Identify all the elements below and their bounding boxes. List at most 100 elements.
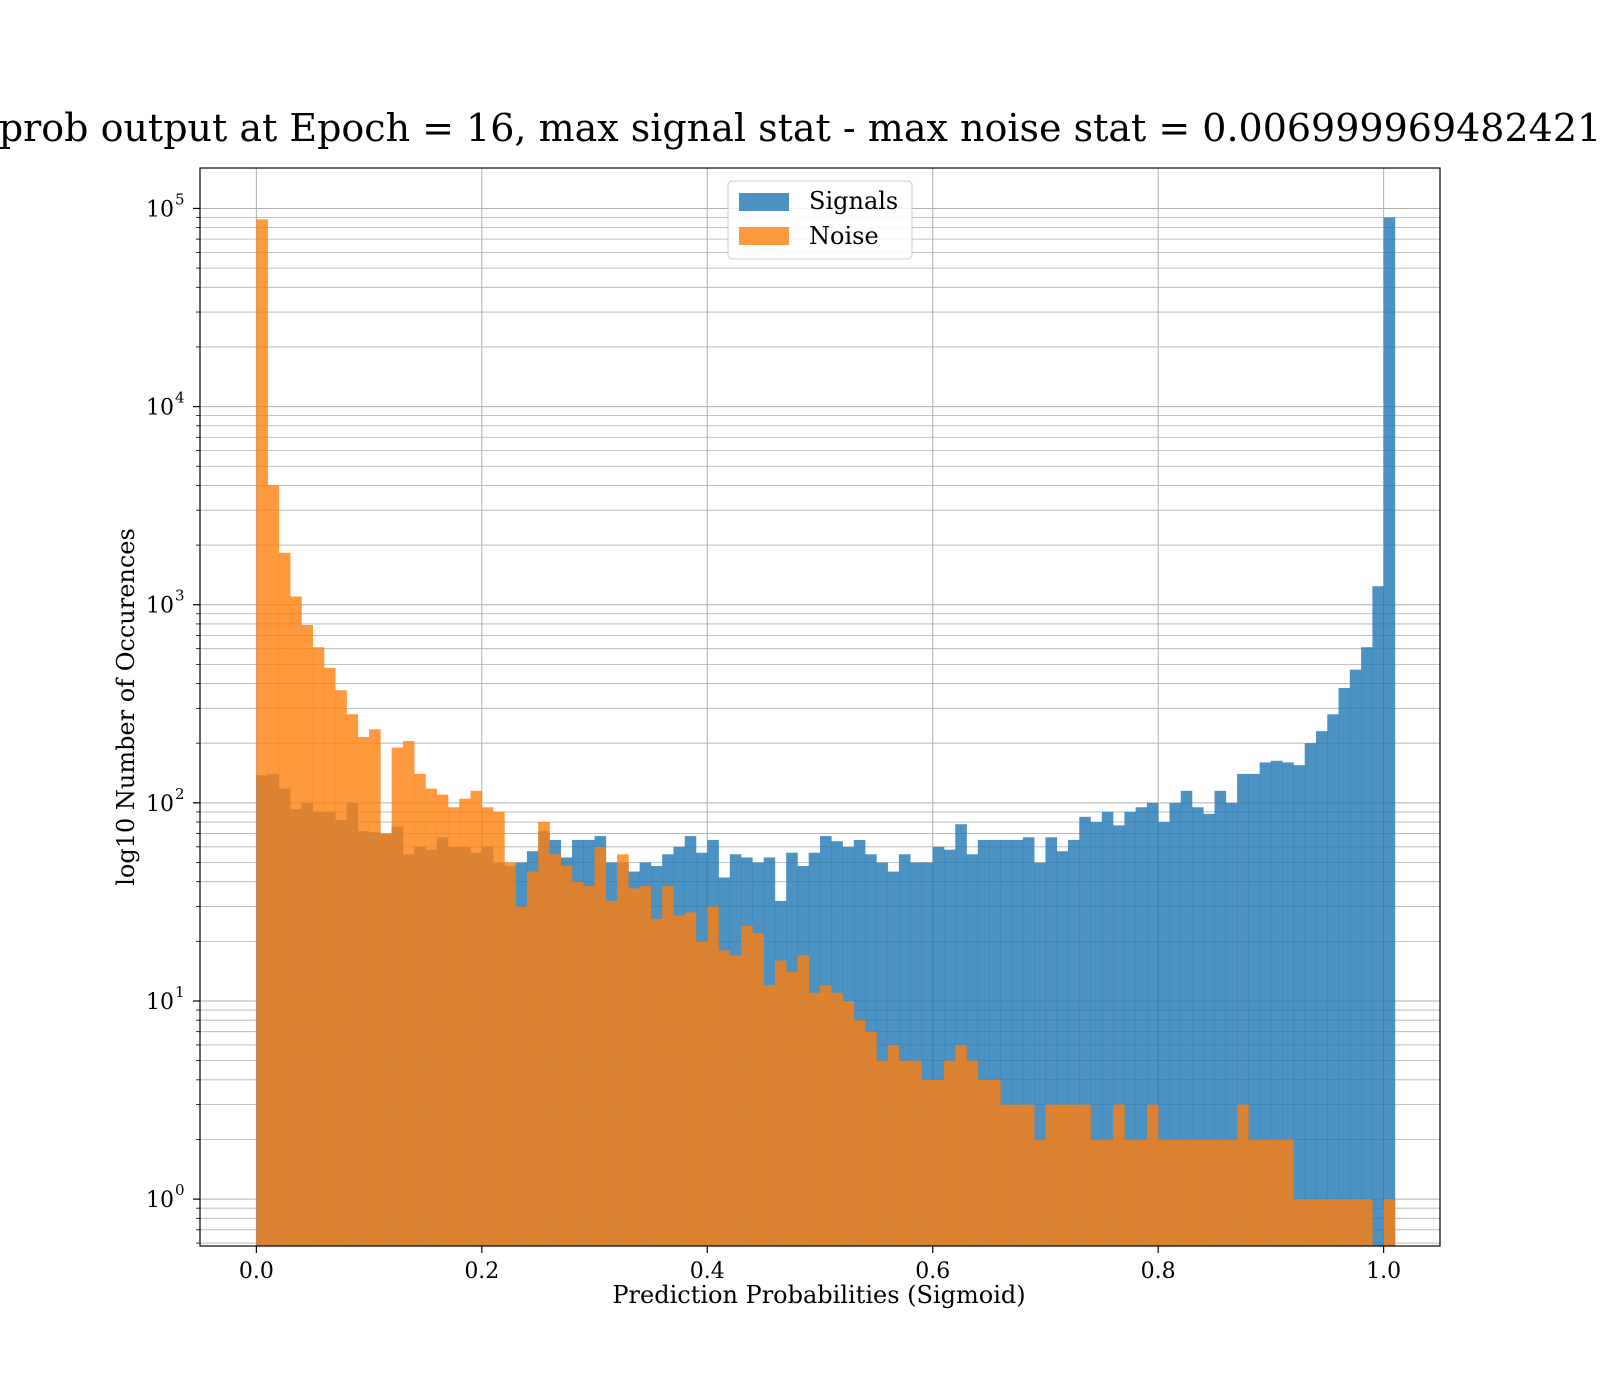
signals-bar <box>1214 790 1227 1246</box>
signals-bar <box>1056 851 1069 1246</box>
noise-bar <box>572 881 584 1246</box>
signals-bar <box>1079 816 1091 1246</box>
y-tick-label-exponent: 5 <box>175 190 185 208</box>
noise-bar <box>1022 1104 1035 1246</box>
noise-bar <box>369 729 381 1246</box>
noise-bar <box>436 794 449 1246</box>
x-axis-label: Prediction Probabilities (Sigmoid) <box>612 1281 1025 1309</box>
noise-bar <box>538 822 550 1246</box>
noise-bar <box>1349 1199 1362 1246</box>
x-tick-label: 1.0 <box>1366 1259 1401 1284</box>
noise-bar <box>797 955 810 1246</box>
noise-bar <box>1158 1139 1170 1246</box>
noise-bar <box>481 807 494 1246</box>
noise-bar <box>989 1079 1001 1246</box>
noise-bar <box>583 886 595 1246</box>
noise-bar <box>335 690 347 1246</box>
noise-bar <box>752 933 764 1246</box>
signals-bar <box>1282 762 1294 1246</box>
noise-bar <box>301 625 314 1246</box>
noise-bar <box>526 871 539 1246</box>
noise-bar <box>718 950 731 1246</box>
noise-bar <box>707 906 719 1246</box>
signals-bar <box>876 862 888 1246</box>
noise-bar <box>898 1060 911 1246</box>
noise-bar <box>1056 1104 1069 1246</box>
noise-bar <box>1113 1104 1125 1246</box>
y-tick-label-exponent: 2 <box>175 785 185 803</box>
noise-bar <box>932 1079 945 1246</box>
x-tick-label: 0.2 <box>464 1259 499 1284</box>
signals-bar <box>1316 731 1328 1246</box>
noise-bar <box>1124 1139 1136 1246</box>
noise-bar <box>549 854 562 1246</box>
noise-bar <box>741 925 753 1246</box>
noise-bar <box>876 1060 888 1246</box>
noise-bar <box>820 985 832 1246</box>
noise-bar <box>391 747 404 1246</box>
noise-bar <box>966 1060 979 1246</box>
signals-bar <box>1124 811 1136 1246</box>
legend-swatch-signals <box>739 193 789 211</box>
noise-bar <box>493 811 505 1246</box>
signals-bar <box>1237 773 1249 1246</box>
x-axis-ticks: 0.0 0.2 0.4 0.6 0.8 1.0 <box>239 1246 1401 1284</box>
noise-bar <box>515 906 528 1246</box>
signals-bar <box>1101 811 1114 1246</box>
noise-bar <box>324 667 336 1246</box>
noise-bar <box>910 1060 922 1246</box>
signals-bar <box>1349 669 1362 1246</box>
x-tick-label: 0.6 <box>915 1259 950 1284</box>
noise-bar <box>955 1044 967 1246</box>
y-tick-label-exponent: 3 <box>175 587 185 605</box>
noise-bar <box>1338 1199 1351 1246</box>
noise-bar <box>1135 1139 1148 1246</box>
signals-bar <box>1327 714 1339 1246</box>
signals-bar <box>1169 802 1182 1246</box>
signals-bar <box>932 846 945 1246</box>
signals-bar <box>1158 822 1170 1246</box>
signals-bar <box>1372 586 1384 1246</box>
signals-bar <box>1022 837 1035 1246</box>
noise-bar <box>921 1079 934 1246</box>
y-axis-label: log10 Number of Occurences <box>112 528 140 886</box>
noise-bar <box>1383 1199 1396 1246</box>
chart-title: prob output at Epoch = 16, max signal st… <box>0 106 1600 150</box>
noise-bar <box>617 854 629 1246</box>
signals-bar <box>1180 790 1193 1246</box>
signals-bar <box>1270 760 1283 1246</box>
y-tick-label: 10 <box>146 990 174 1015</box>
legend-swatch-noise <box>739 227 789 245</box>
y-tick-label-exponent: 0 <box>175 1181 185 1199</box>
noise-bar <box>1068 1104 1080 1246</box>
noise-bar <box>662 886 674 1246</box>
noise-bar <box>808 992 821 1246</box>
noise-bar <box>414 773 426 1246</box>
y-tick-label: 10 <box>146 197 174 222</box>
noise-bar <box>684 912 697 1246</box>
noise-bar <box>594 846 607 1246</box>
signals-bar <box>1068 839 1080 1246</box>
noise-bar <box>1180 1139 1193 1246</box>
noise-bar <box>1101 1139 1114 1246</box>
noise-bar <box>1000 1104 1012 1246</box>
noise-bar <box>1203 1139 1215 1246</box>
noise-bar <box>887 1044 900 1246</box>
y-tick-label-exponent: 1 <box>175 983 185 1001</box>
noise-bar <box>504 862 516 1246</box>
noise-bar <box>786 972 798 1246</box>
noise-bar <box>402 741 415 1246</box>
noise-bar <box>1034 1139 1046 1246</box>
signals-bar <box>1090 822 1103 1246</box>
noise-bar <box>842 1000 855 1246</box>
noise-bar <box>628 888 640 1246</box>
signals-bar <box>1146 802 1159 1246</box>
noise-bar <box>763 985 776 1246</box>
noise-bar <box>673 915 686 1246</box>
noise-bar <box>729 955 742 1246</box>
signals-bar <box>966 854 979 1246</box>
noise-bar <box>1361 1199 1373 1246</box>
noise-bar <box>1304 1199 1317 1246</box>
noise-bar <box>560 866 573 1246</box>
